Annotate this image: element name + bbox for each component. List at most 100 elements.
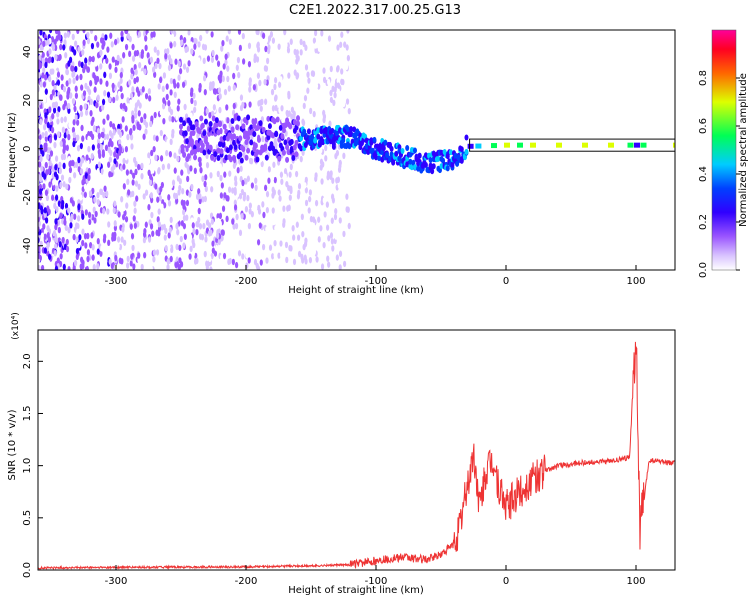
heatmap-cell (38, 38, 41, 45)
heatmap-cell (72, 233, 76, 241)
heatmap-cell (301, 230, 305, 238)
heatmap-cell (139, 206, 143, 213)
heatmap-cell (491, 143, 497, 149)
heatmap-cell (166, 250, 170, 257)
heatmap-cell (299, 155, 303, 163)
heatmap-cell (105, 133, 110, 140)
heatmap-cell (176, 82, 180, 89)
heatmap-cell (309, 107, 313, 115)
heatmap-cell (248, 208, 252, 215)
heatmap-cell (115, 94, 119, 101)
heatmap-cell (111, 186, 116, 193)
heatmap-cell (92, 264, 96, 270)
heatmap-cell (88, 218, 92, 226)
heatmap-cell (214, 117, 219, 124)
heatmap-cell (314, 82, 319, 90)
heatmap-cell (186, 153, 191, 160)
heatmap-cell (215, 54, 219, 61)
heatmap-cell (249, 139, 254, 146)
heatmap-cell (212, 104, 216, 111)
heatmap-cell (307, 181, 311, 189)
heatmap-cell (80, 84, 84, 91)
heatmap-cell (256, 46, 261, 53)
heatmap-cell (464, 148, 469, 155)
colorbar: 0.0 0.2 0.4 0.6 0.8 Normalized spectral ampl… (698, 29, 749, 278)
colorbar-label: Normalized spectral amplitude (738, 73, 749, 227)
heatmap-cell (86, 159, 90, 166)
heatmap-cell (46, 39, 50, 46)
heatmap-cell (48, 181, 52, 188)
heatmap-cell (39, 144, 43, 151)
heatmap-cell (128, 50, 132, 58)
heatmap-cell (377, 155, 382, 162)
heatmap-cell (347, 222, 351, 230)
heatmap-cell (112, 129, 116, 136)
heatmap-cell (189, 165, 193, 172)
heatmap-cell (164, 245, 168, 252)
heatmap-cell (54, 44, 58, 52)
heatmap-cell (295, 73, 299, 80)
heatmap-cell (125, 169, 129, 176)
heatmap-cell (79, 73, 83, 81)
heatmap-cell (85, 265, 89, 270)
heatmap-cell (238, 151, 243, 158)
heatmap-cell (99, 78, 103, 85)
heatmap-cell (44, 74, 48, 81)
heatmap-cell (214, 180, 218, 187)
heatmap-cell (55, 185, 59, 192)
heatmap-cell (221, 39, 225, 47)
heatmap-cell (242, 195, 246, 202)
heatmap-cell (122, 213, 126, 221)
heatmap-cell (107, 221, 111, 228)
heatmap-cell (198, 82, 202, 90)
heatmap-cell (188, 233, 193, 241)
heatmap-cell (297, 189, 301, 197)
y-tick-label: -20 (22, 189, 33, 205)
heatmap-cell (124, 145, 128, 153)
heatmap-cell (102, 207, 106, 215)
heatmap-cell (192, 228, 196, 235)
heatmap-cell (279, 240, 283, 247)
heatmap-cell (319, 158, 324, 166)
heatmap-cell (197, 156, 202, 163)
heatmap-cell (54, 223, 58, 231)
heatmap-cell (110, 132, 114, 140)
heatmap-cell (278, 195, 282, 202)
heatmap-cell (62, 147, 66, 155)
heatmap-cell (322, 197, 326, 204)
heatmap-cell (62, 44, 66, 51)
heatmap-cell (38, 149, 41, 157)
heatmap-cell (59, 181, 63, 189)
bottom-x-ticks: -300 -200 -100 0 100 (105, 565, 646, 587)
heatmap-cell (144, 205, 149, 212)
heatmap-cell (127, 189, 131, 196)
heatmap-cell (248, 86, 252, 93)
heatmap-cell (97, 69, 102, 77)
heatmap-cell (336, 77, 340, 85)
heatmap-cell (149, 265, 153, 270)
heatmap-cell (210, 31, 214, 38)
heatmap-cell (213, 151, 218, 158)
heatmap-cell (157, 83, 161, 90)
heatmap-cell (101, 151, 105, 158)
heatmap-cell (131, 55, 136, 62)
heatmap-cell (233, 204, 238, 211)
heatmap-cell (234, 261, 239, 269)
heatmap-cell (327, 35, 332, 42)
heatmap-cell (148, 173, 153, 180)
heatmap-cell (81, 179, 85, 186)
heatmap-cell (315, 256, 319, 263)
heatmap-cell (312, 110, 316, 118)
heatmap-cell (58, 241, 62, 248)
heatmap-cell (304, 64, 309, 71)
heatmap-cell (167, 163, 171, 170)
heatmap-cell (208, 255, 212, 263)
heatmap-cell (232, 84, 236, 91)
heatmap-cell (198, 197, 202, 205)
heatmap-cell (308, 195, 312, 203)
heatmap-cell (190, 48, 194, 55)
heatmap-cell (183, 37, 187, 44)
heatmap-cell (107, 161, 111, 168)
heatmap-cell (189, 41, 194, 48)
